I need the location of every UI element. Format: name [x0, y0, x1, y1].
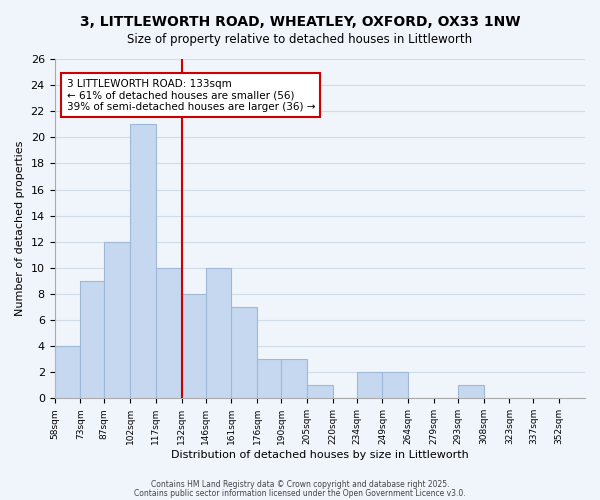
- Bar: [458, 386, 484, 398]
- Bar: [307, 386, 332, 398]
- Text: Contains public sector information licensed under the Open Government Licence v3: Contains public sector information licen…: [134, 488, 466, 498]
- Bar: [356, 372, 382, 398]
- Y-axis label: Number of detached properties: Number of detached properties: [15, 141, 25, 316]
- Text: Contains HM Land Registry data © Crown copyright and database right 2025.: Contains HM Land Registry data © Crown c…: [151, 480, 449, 489]
- Bar: [182, 294, 206, 399]
- Bar: [232, 307, 257, 398]
- Bar: [382, 372, 408, 398]
- Text: 3 LITTLEWORTH ROAD: 133sqm
← 61% of detached houses are smaller (56)
39% of semi: 3 LITTLEWORTH ROAD: 133sqm ← 61% of deta…: [67, 78, 315, 112]
- Bar: [156, 268, 182, 398]
- Bar: [55, 346, 80, 399]
- X-axis label: Distribution of detached houses by size in Littleworth: Distribution of detached houses by size …: [171, 450, 469, 460]
- Text: 3, LITTLEWORTH ROAD, WHEATLEY, OXFORD, OX33 1NW: 3, LITTLEWORTH ROAD, WHEATLEY, OXFORD, O…: [80, 15, 520, 29]
- Text: Size of property relative to detached houses in Littleworth: Size of property relative to detached ho…: [127, 32, 473, 46]
- Bar: [104, 242, 130, 398]
- Bar: [130, 124, 156, 398]
- Bar: [206, 268, 232, 398]
- Bar: [257, 359, 281, 399]
- Bar: [281, 359, 307, 399]
- Bar: [80, 281, 104, 398]
